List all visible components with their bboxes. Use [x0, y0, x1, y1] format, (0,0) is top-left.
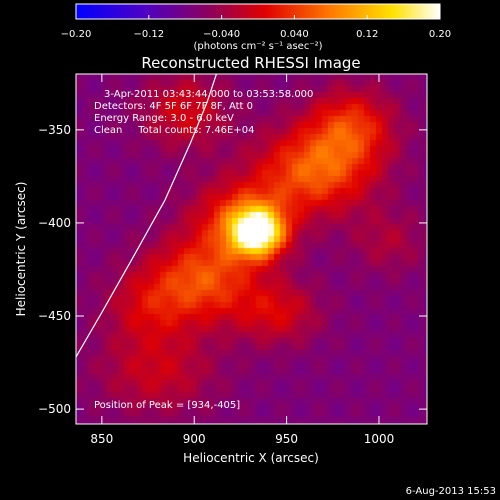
colorbar-tick-label: −0.040 — [203, 29, 240, 40]
axis-ticks: 850 900 950 1000 −350 −400 −450 −500 — [38, 74, 427, 446]
annotation-energy-range: Energy Range: 3.0 - 6.0 keV — [94, 113, 234, 124]
x-tick-label: 950 — [275, 432, 298, 446]
colorbar-tick-label: 0.040 — [280, 29, 309, 40]
annotation-clean-counts: Clean Total counts: 7.46E+04 — [94, 125, 254, 136]
plot-image-container — [76, 74, 427, 424]
plot-frame — [75, 73, 428, 425]
y-tick-label: −400 — [38, 216, 71, 230]
colorbar-tick-label: −0.12 — [133, 29, 164, 40]
y-tick-label: −350 — [38, 123, 71, 137]
colorbar-tick-label: 0.12 — [356, 29, 378, 40]
colorbar-units-label: (photons cm⁻² s⁻¹ asec⁻²) — [193, 41, 322, 52]
y-axis-label: Heliocentric Y (arcsec) — [14, 182, 28, 317]
annotation-time-range: 3-Apr-2011 03:43:44.000 to 03:53:58.000 — [104, 89, 313, 100]
chart-title: Reconstructed RHESSI Image — [141, 54, 360, 72]
solar-limb-curve — [76, 74, 217, 358]
x-axis-label: Heliocentric X (arcsec) — [183, 451, 319, 465]
colorbar-ticks: −0.20 −0.12 −0.040 0.040 0.12 0.20 — [61, 15, 451, 40]
heatmap-image — [76, 74, 427, 424]
y-tick-label: −450 — [38, 309, 71, 323]
x-tick-label: 900 — [183, 432, 206, 446]
annotation-detectors: Detectors: 4F 5F 6F 7F 8F, Att 0 — [94, 101, 253, 112]
x-tick-label: 1000 — [364, 432, 395, 446]
colorbar-tick-label: −0.20 — [61, 29, 92, 40]
colorbar-tick-label: 0.20 — [429, 29, 451, 40]
x-tick-label: 850 — [90, 432, 113, 446]
annotation-peak-position: Position of Peak = [934,-405] — [94, 400, 240, 411]
footer-date: 6-Aug-2013 15:53 — [406, 486, 496, 497]
colorbar — [75, 3, 441, 20]
y-tick-label: −500 — [38, 402, 71, 416]
